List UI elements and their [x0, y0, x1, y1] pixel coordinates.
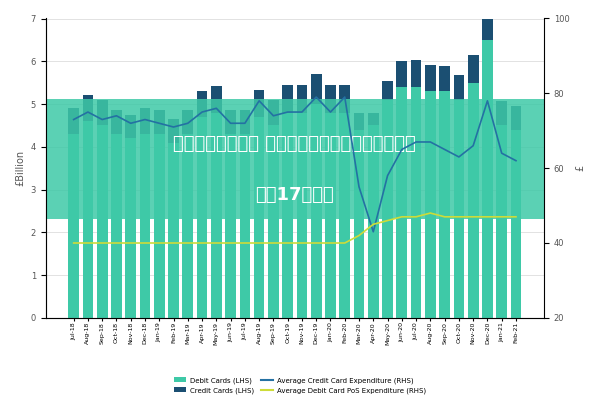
Bar: [425, 91, 436, 318]
Bar: [125, 138, 136, 318]
Bar: [125, 115, 136, 138]
Bar: [168, 142, 179, 318]
Bar: [468, 55, 479, 83]
Bar: [482, 40, 493, 318]
Bar: [140, 108, 151, 134]
Bar: [340, 85, 350, 112]
Bar: [239, 134, 250, 318]
Legend: Debit Cards (LHS), Credit Cards (LHS), Average Credit Card Expenditure (RHS), Av: Debit Cards (LHS), Credit Cards (LHS), A…: [171, 374, 429, 396]
Bar: [325, 112, 336, 318]
Bar: [154, 134, 164, 318]
Bar: [211, 112, 221, 318]
Bar: [168, 119, 179, 142]
Bar: [397, 61, 407, 87]
Bar: [296, 112, 307, 318]
Bar: [496, 126, 507, 318]
Bar: [111, 110, 122, 134]
Bar: [254, 90, 265, 117]
Bar: [268, 100, 279, 126]
Bar: [140, 134, 151, 318]
Bar: [382, 100, 393, 318]
Bar: [496, 101, 507, 126]
Bar: [353, 130, 364, 318]
Y-axis label: £Billion: £Billion: [15, 150, 25, 186]
Bar: [83, 96, 93, 121]
Bar: [154, 110, 164, 134]
Bar: [411, 60, 421, 87]
Bar: [454, 75, 464, 100]
Bar: [353, 112, 364, 130]
Bar: [397, 87, 407, 318]
Bar: [425, 65, 436, 91]
Bar: [368, 112, 379, 126]
Bar: [296, 85, 307, 112]
Bar: [382, 80, 393, 100]
Bar: [211, 86, 221, 112]
FancyBboxPatch shape: [46, 99, 544, 219]
Bar: [182, 134, 193, 318]
Bar: [239, 110, 250, 134]
Bar: [411, 87, 421, 318]
Text: 网上证券融资渠道 以色列袭击加沙地带中部一难民: 网上证券融资渠道 以色列袭击加沙地带中部一难民: [173, 135, 416, 153]
Bar: [283, 112, 293, 318]
Bar: [511, 130, 521, 318]
Bar: [68, 108, 79, 134]
Bar: [182, 110, 193, 134]
Bar: [368, 126, 379, 318]
Bar: [283, 85, 293, 112]
Bar: [83, 121, 93, 318]
Bar: [439, 66, 450, 91]
Y-axis label: £: £: [575, 165, 585, 171]
Bar: [468, 83, 479, 318]
Text: 营致17人死亡: 营致17人死亡: [256, 186, 334, 204]
Bar: [311, 104, 322, 318]
Bar: [311, 74, 322, 104]
Bar: [439, 91, 450, 318]
Bar: [225, 110, 236, 134]
Bar: [268, 126, 279, 318]
Bar: [325, 85, 336, 112]
Bar: [197, 117, 208, 318]
Bar: [197, 91, 208, 117]
Bar: [340, 112, 350, 318]
Bar: [511, 106, 521, 130]
Bar: [97, 126, 107, 318]
Bar: [254, 117, 265, 318]
Bar: [111, 134, 122, 318]
Bar: [225, 134, 236, 318]
Bar: [482, 6, 493, 40]
Bar: [68, 134, 79, 318]
Bar: [454, 100, 464, 318]
Bar: [97, 100, 107, 126]
